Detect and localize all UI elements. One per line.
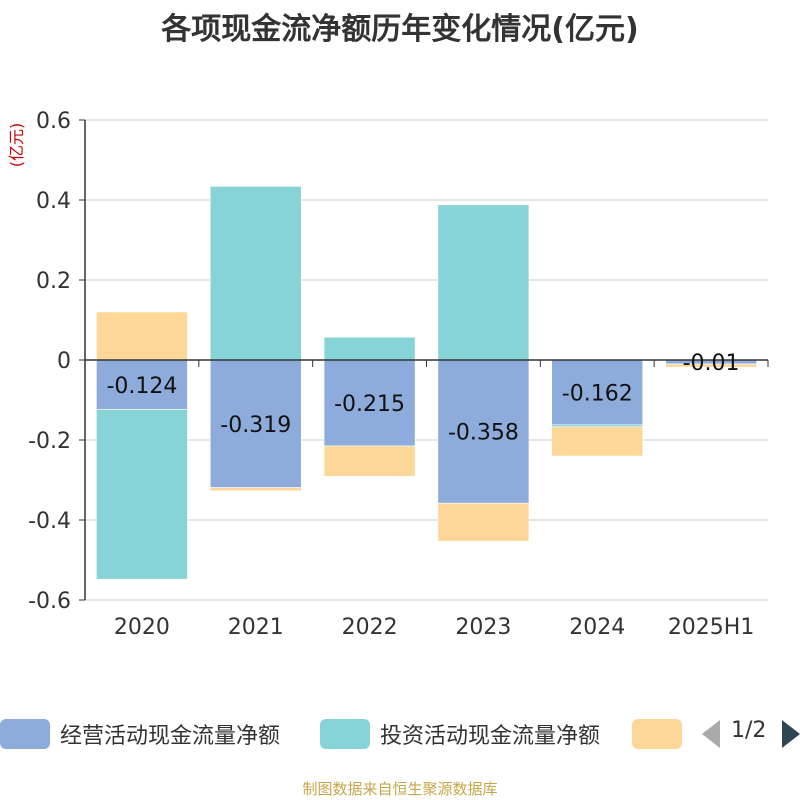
y-tick-label: 0.6 (36, 109, 71, 134)
legend-swatch-financing (632, 719, 682, 749)
legend-item-operating[interactable]: 经营活动现金流量净额 (0, 712, 280, 756)
x-tick-label: 2024 (569, 615, 625, 640)
y-tick-label: -0.6 (28, 589, 71, 614)
y-tick-label: -0.2 (28, 429, 71, 454)
x-tick-label: 2020 (114, 615, 170, 640)
x-tick-label: 2025H1 (668, 615, 755, 640)
legend-label-operating: 经营活动现金流量净额 (60, 724, 281, 749)
y-tick-label: 0.4 (36, 189, 71, 214)
legend-page-indicator: 1/2 (731, 718, 767, 743)
x-tick-label: 2022 (342, 615, 398, 640)
bar-financing-2023 (437, 502, 530, 542)
bar-financing-2022 (323, 445, 416, 477)
legend-prev-icon[interactable] (702, 720, 720, 748)
bar-chart: 0.6 0.4 0.2 0 -0.2 -0.4 -0.6 (亿元) -0.124 -0.319 -0… (7, 109, 769, 640)
y-tick-label: -0.4 (28, 509, 71, 534)
bar-operating-2024 (551, 359, 644, 426)
bar-investing-2020 (96, 409, 188, 580)
y-unit-label: (亿元) (7, 123, 26, 168)
bar-operating-2023 (437, 359, 530, 504)
bar-investing-2022 (323, 336, 416, 361)
data-label-operating-2022: -0.215 (334, 392, 405, 417)
legend-item-financing[interactable] (632, 712, 682, 756)
bar-investing-2021 (209, 186, 302, 361)
y-tick-label: 0.2 (36, 269, 71, 294)
y-tick-label: 0 (57, 349, 71, 374)
bar-financing-2025H1 (665, 363, 757, 368)
legend-item-investing[interactable]: 投资活动现金流量净额 (320, 712, 600, 756)
data-label-operating-2023: -0.358 (448, 421, 519, 446)
legend: 经营活动现金流量净额 投资活动现金流量净额 1/2 (0, 712, 800, 756)
bar-financing-2024 (551, 426, 644, 457)
data-label-operating-2025H1: -0.01 (683, 351, 740, 376)
bar-financing-2020 (96, 311, 188, 361)
legend-swatch-operating (0, 719, 50, 749)
legend-next-icon[interactable] (782, 720, 800, 748)
data-source: 制图数据来自恒生聚源数据库 (302, 780, 498, 798)
bar-operating-2021 (209, 359, 302, 488)
data-label-operating-2021: -0.319 (220, 413, 291, 438)
data-label-operating-2020: -0.124 (106, 374, 177, 399)
bar-operating-2022 (323, 359, 416, 447)
x-tick-label: 2021 (228, 615, 284, 640)
bar-investing-2023 (437, 204, 530, 361)
bar-financing-2021 (209, 487, 302, 492)
chart-title: 各项现金流净额历年变化情况(亿元) (161, 12, 639, 47)
data-label-operating-2024: -0.162 (562, 381, 633, 406)
x-tick-label: 2023 (455, 615, 511, 640)
legend-label-investing: 投资活动现金流量净额 (380, 724, 601, 749)
bar-operating-2020 (96, 359, 188, 410)
legend-swatch-investing (320, 719, 370, 749)
